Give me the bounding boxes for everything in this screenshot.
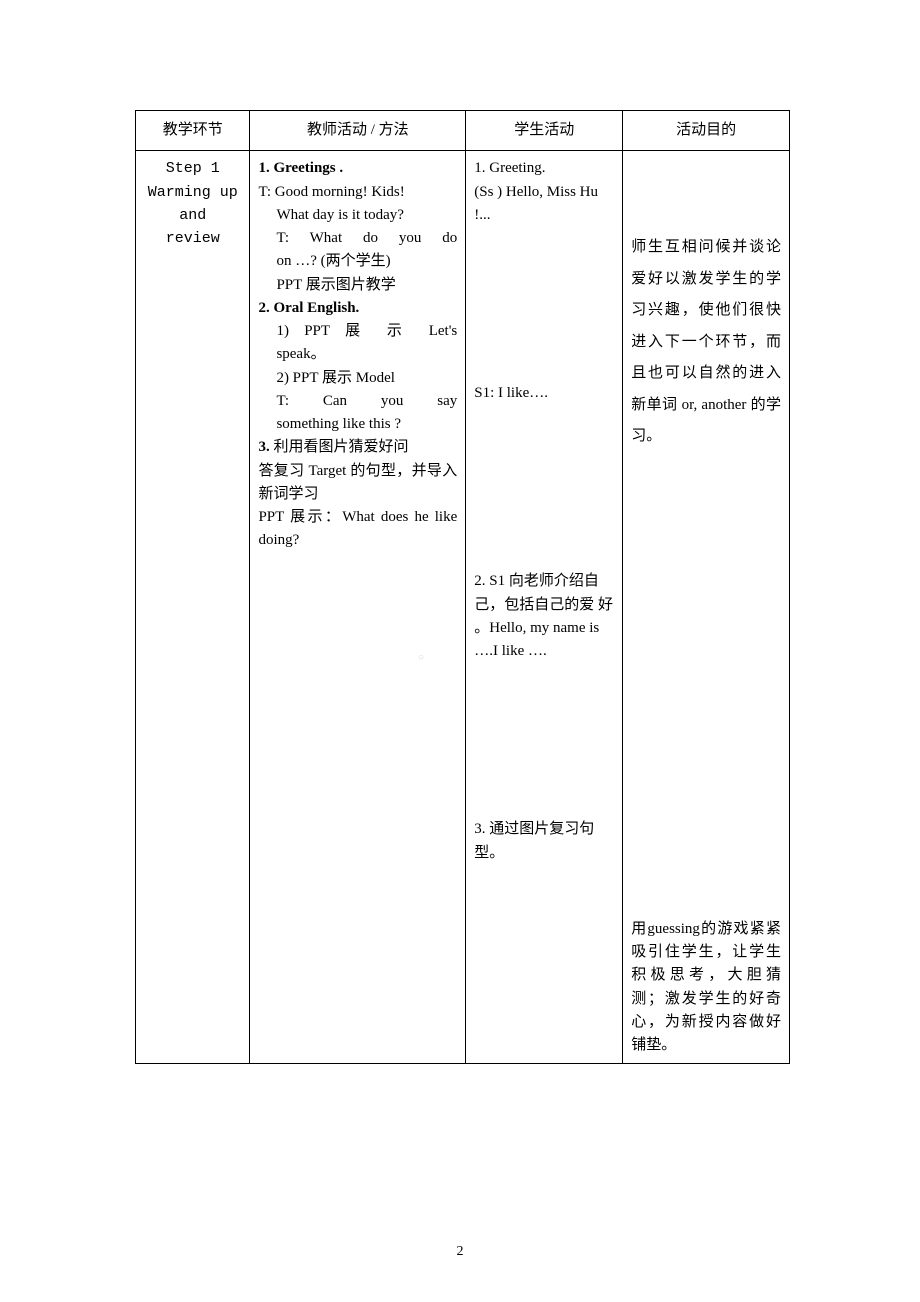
teacher-heading-3: 3. 利用看图片猜爱好问	[258, 436, 457, 459]
teacher-text: PPT 展示：What does he like doing?	[258, 506, 457, 553]
teacher-text: 1) PPT 展 示 Let's	[258, 320, 457, 343]
watermark: ○	[418, 652, 424, 663]
cell-teaching-stage: Step 1 Warming up and review	[136, 151, 250, 1064]
table-row: Step 1 Warming up and review 1. Greeting…	[136, 151, 790, 1064]
teacher-text: What day is it today?	[258, 204, 457, 227]
student-text: S1: I like….	[474, 382, 614, 405]
page-number: 2	[0, 1244, 920, 1260]
step-line-2: Warming up	[144, 181, 241, 204]
teacher-heading-3-num: 3.	[258, 439, 273, 455]
cell-student-activity: 1. Greeting. (Ss ) Hello, Miss Hu !... S…	[466, 151, 623, 1064]
teacher-text: 答复习 Target 的句型，并导入新词学习	[258, 460, 457, 507]
teacher-text: something like this ?	[258, 413, 457, 436]
spacer	[631, 453, 781, 918]
teacher-text: 2) PPT 展示 Model	[258, 367, 457, 390]
teacher-text: T: Can you say	[258, 390, 457, 413]
teacher-text: speak。	[258, 343, 457, 366]
student-text: 1. Greeting.	[474, 157, 614, 180]
lesson-plan-table: 教学环节 教师活动 / 方法 学生活动 活动目的 Step 1 Warming …	[135, 110, 790, 1064]
spacer	[474, 405, 614, 570]
purpose-text: 用guessing的游戏紧紧吸引住学生，让学生积极思考，大胆猜测；激发学生的好奇…	[631, 918, 781, 1058]
teacher-text: PPT 展示图片教学	[258, 274, 457, 297]
table-header-row: 教学环节 教师活动 / 方法 学生活动 活动目的	[136, 111, 790, 151]
header-activity-purpose: 活动目的	[623, 111, 790, 151]
student-text: 2. S1 向老师介绍自己，包括自己的爱 好 。Hello, my name i…	[474, 570, 614, 663]
cell-teacher-activity: 1. Greetings . T: Good morning! Kids! Wh…	[250, 151, 466, 1064]
teacher-heading-3-text: 利用看图片猜爱好问	[273, 439, 408, 455]
header-teaching-stage: 教学环节	[136, 111, 250, 151]
spacer	[474, 663, 614, 818]
header-teacher-activity: 教师活动 / 方法	[250, 111, 466, 151]
step-line-3: and	[144, 204, 241, 227]
spacer	[474, 227, 614, 382]
teacher-text: T: What do you do	[258, 227, 457, 250]
step-line-1: Step 1	[144, 157, 241, 180]
header-student-activity: 学生活动	[466, 111, 623, 151]
teacher-heading-2: 2. Oral English.	[258, 297, 457, 320]
spacer	[631, 157, 781, 232]
purpose-text: 师生互相问候并谈论爱好以激发学生的学习兴趣，使他们很快进入下一个环节，而且也可以…	[631, 232, 781, 453]
student-text: (Ss ) Hello, Miss Hu !...	[474, 181, 614, 228]
cell-activity-purpose: 师生互相问候并谈论爱好以激发学生的学习兴趣，使他们很快进入下一个环节，而且也可以…	[623, 151, 790, 1064]
student-text: 3. 通过图片复习句型。	[474, 818, 614, 865]
teacher-heading-1: 1. Greetings .	[258, 157, 457, 180]
teacher-text: on …? (两个学生)	[258, 250, 457, 273]
teacher-text: T: Good morning! Kids!	[258, 181, 457, 204]
step-line-4: review	[144, 227, 241, 250]
